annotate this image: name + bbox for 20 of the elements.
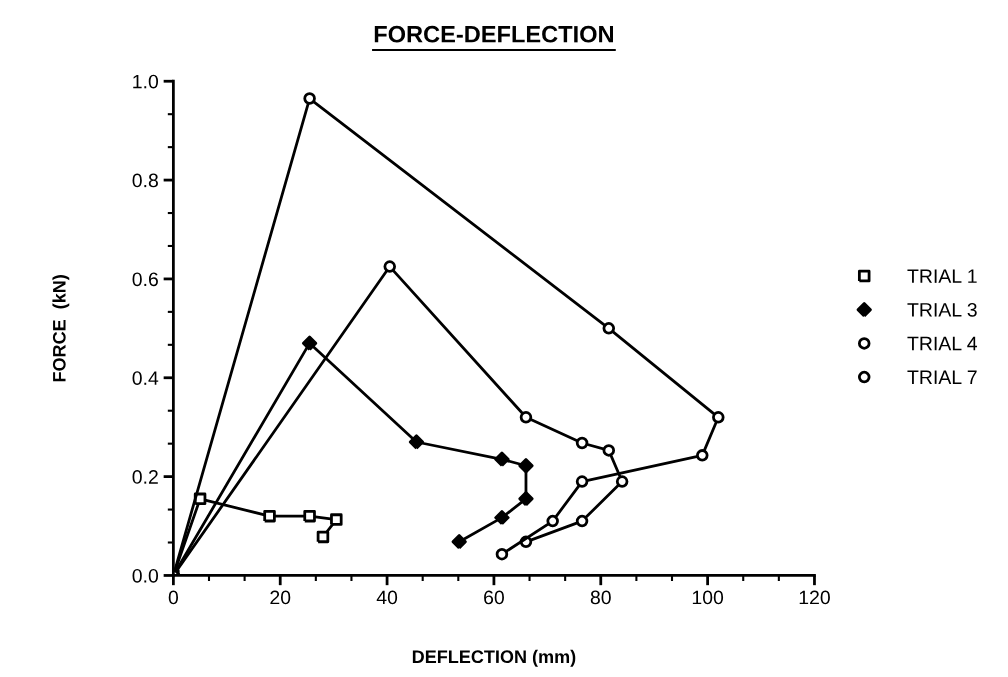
- x-tick-label: 100: [692, 590, 724, 605]
- y-tick-label: 0.8: [132, 173, 158, 188]
- x-axis-title: DEFLECTION (mm): [412, 649, 576, 667]
- y-axis-title: FORCE (kN): [52, 275, 70, 382]
- y-tick-label: 0.2: [132, 470, 158, 484]
- legend-label: TRIAL 1: [907, 269, 977, 283]
- y-tick-label: 0.0: [132, 568, 159, 583]
- y-tick-label: 0.6: [132, 272, 158, 287]
- legend-label: TRIAL 4: [907, 336, 978, 351]
- legend-label: TRIAL 7: [907, 370, 977, 384]
- y-tick-label: 1.0: [133, 74, 159, 89]
- legend-label: TRIAL 3: [907, 302, 977, 317]
- x-tick-label: 80: [590, 590, 611, 605]
- x-tick-label: 120: [799, 590, 830, 605]
- x-tick-label: 60: [484, 590, 504, 605]
- x-tick-label: 40: [376, 590, 398, 605]
- y-tick-label: 0.4: [132, 371, 159, 385]
- x-tick-label: 0: [168, 590, 179, 605]
- chart-title: FORCE-DEFLECTION: [374, 25, 613, 43]
- x-tick-label: 20: [270, 590, 291, 605]
